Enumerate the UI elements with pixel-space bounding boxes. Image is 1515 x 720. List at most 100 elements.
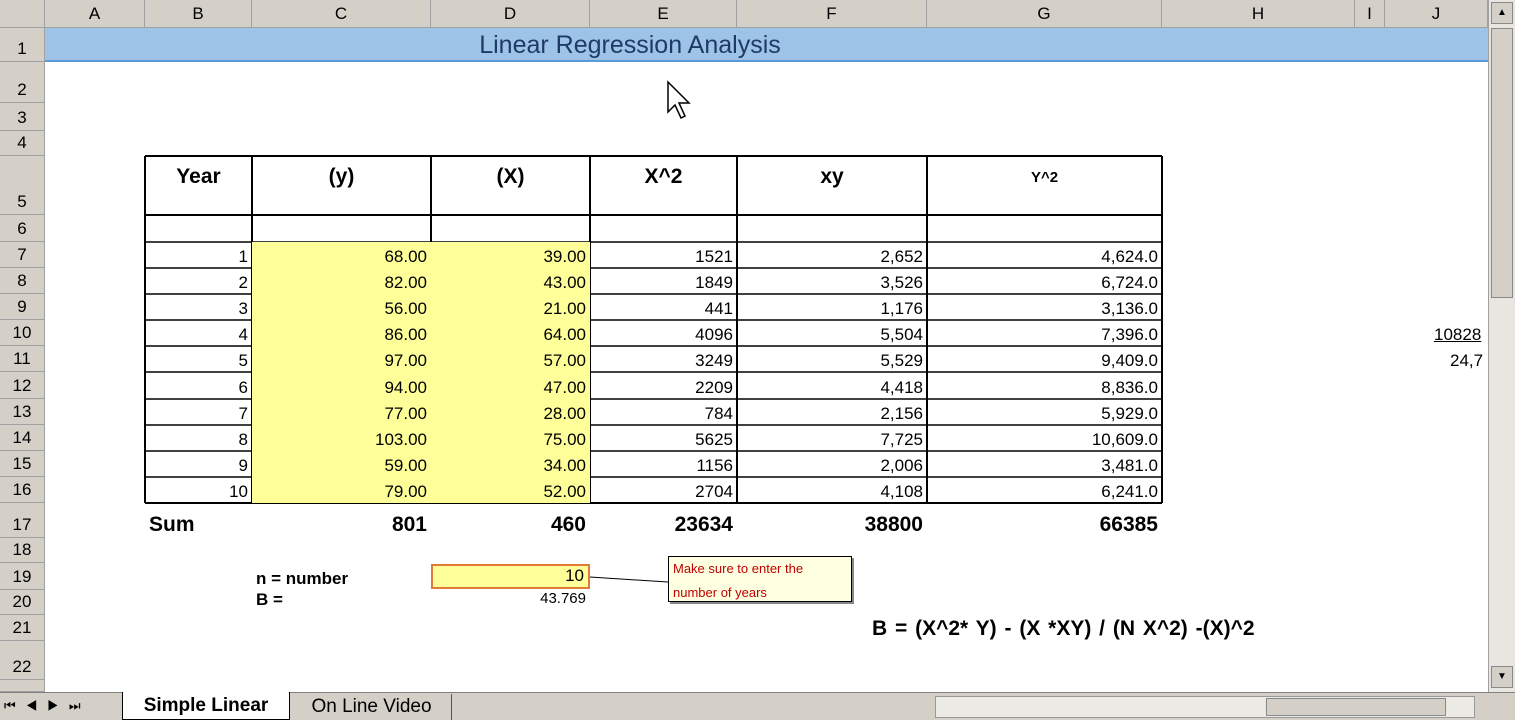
- border-line: [589, 576, 669, 583]
- sheet-tab-active[interactable]: Simple Linear: [122, 692, 290, 720]
- table-header: Year: [176, 165, 221, 188]
- column-header: C: [252, 0, 431, 28]
- table-cell: 10,609.0: [1091, 430, 1158, 449]
- comment-box: Make sure to enter the number of years: [668, 556, 852, 602]
- table-cell: 2,652: [880, 247, 923, 266]
- table-cell: 5625: [695, 430, 733, 449]
- input-fill: [252, 346, 431, 372]
- table-cell: 47.00: [543, 378, 586, 397]
- table-cell: 1,176: [880, 299, 923, 318]
- row-header: 12: [0, 372, 45, 399]
- table-cell: 2,006: [880, 456, 923, 475]
- table-cell: 784: [704, 404, 733, 423]
- table-cell: 3249: [695, 351, 733, 370]
- row-header: 2: [0, 62, 45, 103]
- table-cell: 52.00: [543, 482, 586, 501]
- table-cell: 2: [238, 273, 248, 292]
- scroll-thumb[interactable]: [1491, 28, 1513, 298]
- table-header: xy: [820, 165, 844, 188]
- row-header: 5: [0, 156, 45, 215]
- column-header: G: [927, 0, 1162, 28]
- table-cell: 5,929.0: [1101, 404, 1158, 423]
- table-cell: 75.00: [543, 430, 586, 449]
- scroll-down[interactable]: ▼: [1491, 666, 1513, 688]
- input-fill: [431, 268, 590, 294]
- column-header: H: [1162, 0, 1355, 28]
- side-value: 24,7: [1450, 351, 1484, 370]
- table-cell: 1849: [695, 273, 733, 292]
- input-fill: [431, 372, 590, 399]
- sum-value: 38800: [864, 513, 923, 536]
- table-cell: 43.00: [543, 273, 586, 292]
- input-fill: [431, 320, 590, 346]
- table-header: (y): [328, 165, 355, 188]
- row-header: 6: [0, 215, 45, 242]
- table-cell: 82.00: [384, 273, 427, 292]
- sum-value: 801: [391, 513, 427, 536]
- scroll-thumb[interactable]: [1266, 698, 1446, 716]
- n-label: n = number: [256, 569, 349, 588]
- table-header: Y^2: [1030, 168, 1059, 186]
- table-cell: 94.00: [384, 378, 427, 397]
- table-cell: 1521: [695, 247, 733, 266]
- input-fill: [252, 294, 431, 320]
- table-cell: 1: [238, 247, 248, 266]
- sheet-tab[interactable]: On Line Video: [292, 694, 452, 720]
- row-header: 18: [0, 538, 45, 563]
- row-header: 7: [0, 242, 45, 268]
- row-header: 8: [0, 268, 45, 294]
- table-cell: 5: [238, 351, 248, 370]
- vertical-scrollbar[interactable]: ▲ ▼: [1488, 0, 1515, 692]
- column-header: I: [1355, 0, 1385, 28]
- table-cell: 8: [238, 430, 248, 449]
- column-header: J: [1385, 0, 1488, 28]
- scroll-up[interactable]: ▲: [1491, 2, 1513, 24]
- table-cell: 5,529: [880, 351, 923, 370]
- table-cell: 7: [238, 404, 248, 423]
- row-header: 15: [0, 451, 45, 477]
- input-fill: [431, 425, 590, 451]
- table-cell: 3,526: [880, 273, 923, 292]
- table-cell: 6,241.0: [1101, 482, 1158, 501]
- row-header: 10: [0, 320, 45, 346]
- tab-navigation[interactable]: ⏮◀▶⏭: [4, 698, 91, 713]
- sheet-title: Linear Regression Analysis: [479, 30, 781, 59]
- input-fill: [431, 242, 590, 268]
- table-cell: 6: [238, 378, 248, 397]
- input-fill: [252, 477, 431, 503]
- table-cell: 4,418: [880, 378, 923, 397]
- input-fill: [431, 477, 590, 503]
- table-cell: 10: [229, 482, 248, 501]
- input-fill: [431, 346, 590, 372]
- row-header: 9: [0, 294, 45, 320]
- table-cell: 103.00: [375, 430, 427, 449]
- column-header: B: [145, 0, 252, 28]
- table-cell: 2209: [695, 378, 733, 397]
- row-header: 22: [0, 641, 45, 680]
- row-header: [0, 680, 45, 692]
- table-cell: 2,156: [880, 404, 923, 423]
- column-header: E: [590, 0, 737, 28]
- column-header: A: [45, 0, 145, 28]
- table-cell: 86.00: [384, 325, 427, 344]
- input-fill: [252, 268, 431, 294]
- table-cell: 8,836.0: [1101, 378, 1158, 397]
- row-header: 19: [0, 563, 45, 590]
- table-header: X^2: [644, 165, 683, 188]
- input-fill: [252, 399, 431, 425]
- table-cell: 4,108: [880, 482, 923, 501]
- input-fill: [252, 425, 431, 451]
- side-value: 10828: [1434, 325, 1482, 344]
- table-cell: 1156: [696, 456, 733, 475]
- table-cell: 39.00: [543, 247, 586, 266]
- input-fill: [431, 451, 590, 477]
- horizontal-scrollbar[interactable]: [935, 696, 1475, 718]
- table-cell: 9,409.0: [1101, 351, 1158, 370]
- row-header: 14: [0, 425, 45, 451]
- row-header: 21: [0, 615, 45, 641]
- corner-header: [0, 0, 45, 28]
- table-cell: 4096: [695, 325, 733, 344]
- table-cell: 64.00: [543, 325, 586, 344]
- table-cell: 3: [238, 299, 248, 318]
